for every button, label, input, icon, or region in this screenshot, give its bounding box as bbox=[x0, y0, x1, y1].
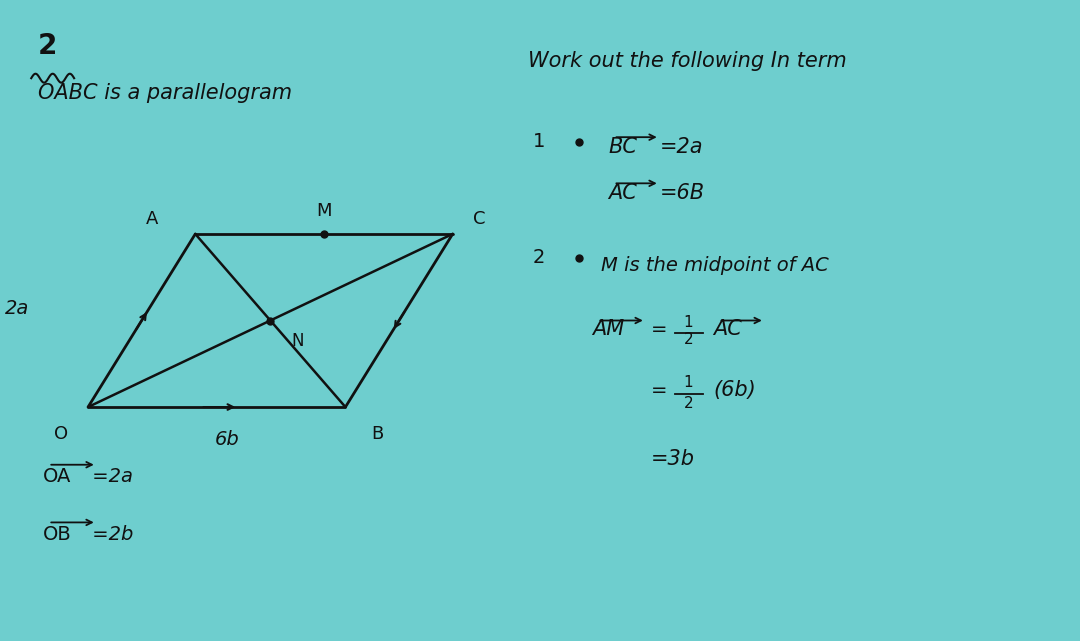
Text: 1: 1 bbox=[534, 133, 545, 151]
Text: 6b: 6b bbox=[215, 431, 240, 449]
Text: OA: OA bbox=[43, 467, 71, 486]
Text: =2b: =2b bbox=[86, 525, 133, 544]
Text: OB: OB bbox=[43, 525, 71, 544]
Text: O: O bbox=[54, 425, 68, 443]
Text: 2a: 2a bbox=[4, 299, 29, 318]
Text: 2: 2 bbox=[38, 33, 57, 60]
Text: (6b): (6b) bbox=[713, 380, 756, 400]
Text: Work out the following In term: Work out the following In term bbox=[528, 51, 847, 71]
Text: C: C bbox=[473, 210, 486, 228]
Text: M: M bbox=[316, 202, 332, 220]
Text: 1: 1 bbox=[684, 315, 693, 330]
Text: =2a: =2a bbox=[660, 137, 703, 156]
Text: =2a: =2a bbox=[86, 467, 133, 486]
Text: M is the midpoint of AC: M is the midpoint of AC bbox=[600, 256, 828, 275]
Text: =6B: =6B bbox=[660, 183, 705, 203]
Text: AM: AM bbox=[592, 319, 624, 338]
Text: A: A bbox=[146, 210, 159, 228]
Text: =: = bbox=[651, 320, 667, 338]
Text: 1: 1 bbox=[684, 375, 693, 390]
Text: BC: BC bbox=[608, 137, 637, 156]
Text: OABC is a parallelogram: OABC is a parallelogram bbox=[38, 83, 292, 103]
Text: AC: AC bbox=[713, 319, 742, 338]
Text: N: N bbox=[291, 332, 303, 350]
Text: 2: 2 bbox=[534, 248, 545, 267]
Text: =: = bbox=[651, 381, 667, 400]
Text: AC: AC bbox=[608, 183, 637, 203]
Text: =3b: =3b bbox=[651, 449, 696, 469]
Text: 2: 2 bbox=[684, 332, 693, 347]
Text: B: B bbox=[372, 425, 383, 443]
Text: 2: 2 bbox=[684, 395, 693, 411]
